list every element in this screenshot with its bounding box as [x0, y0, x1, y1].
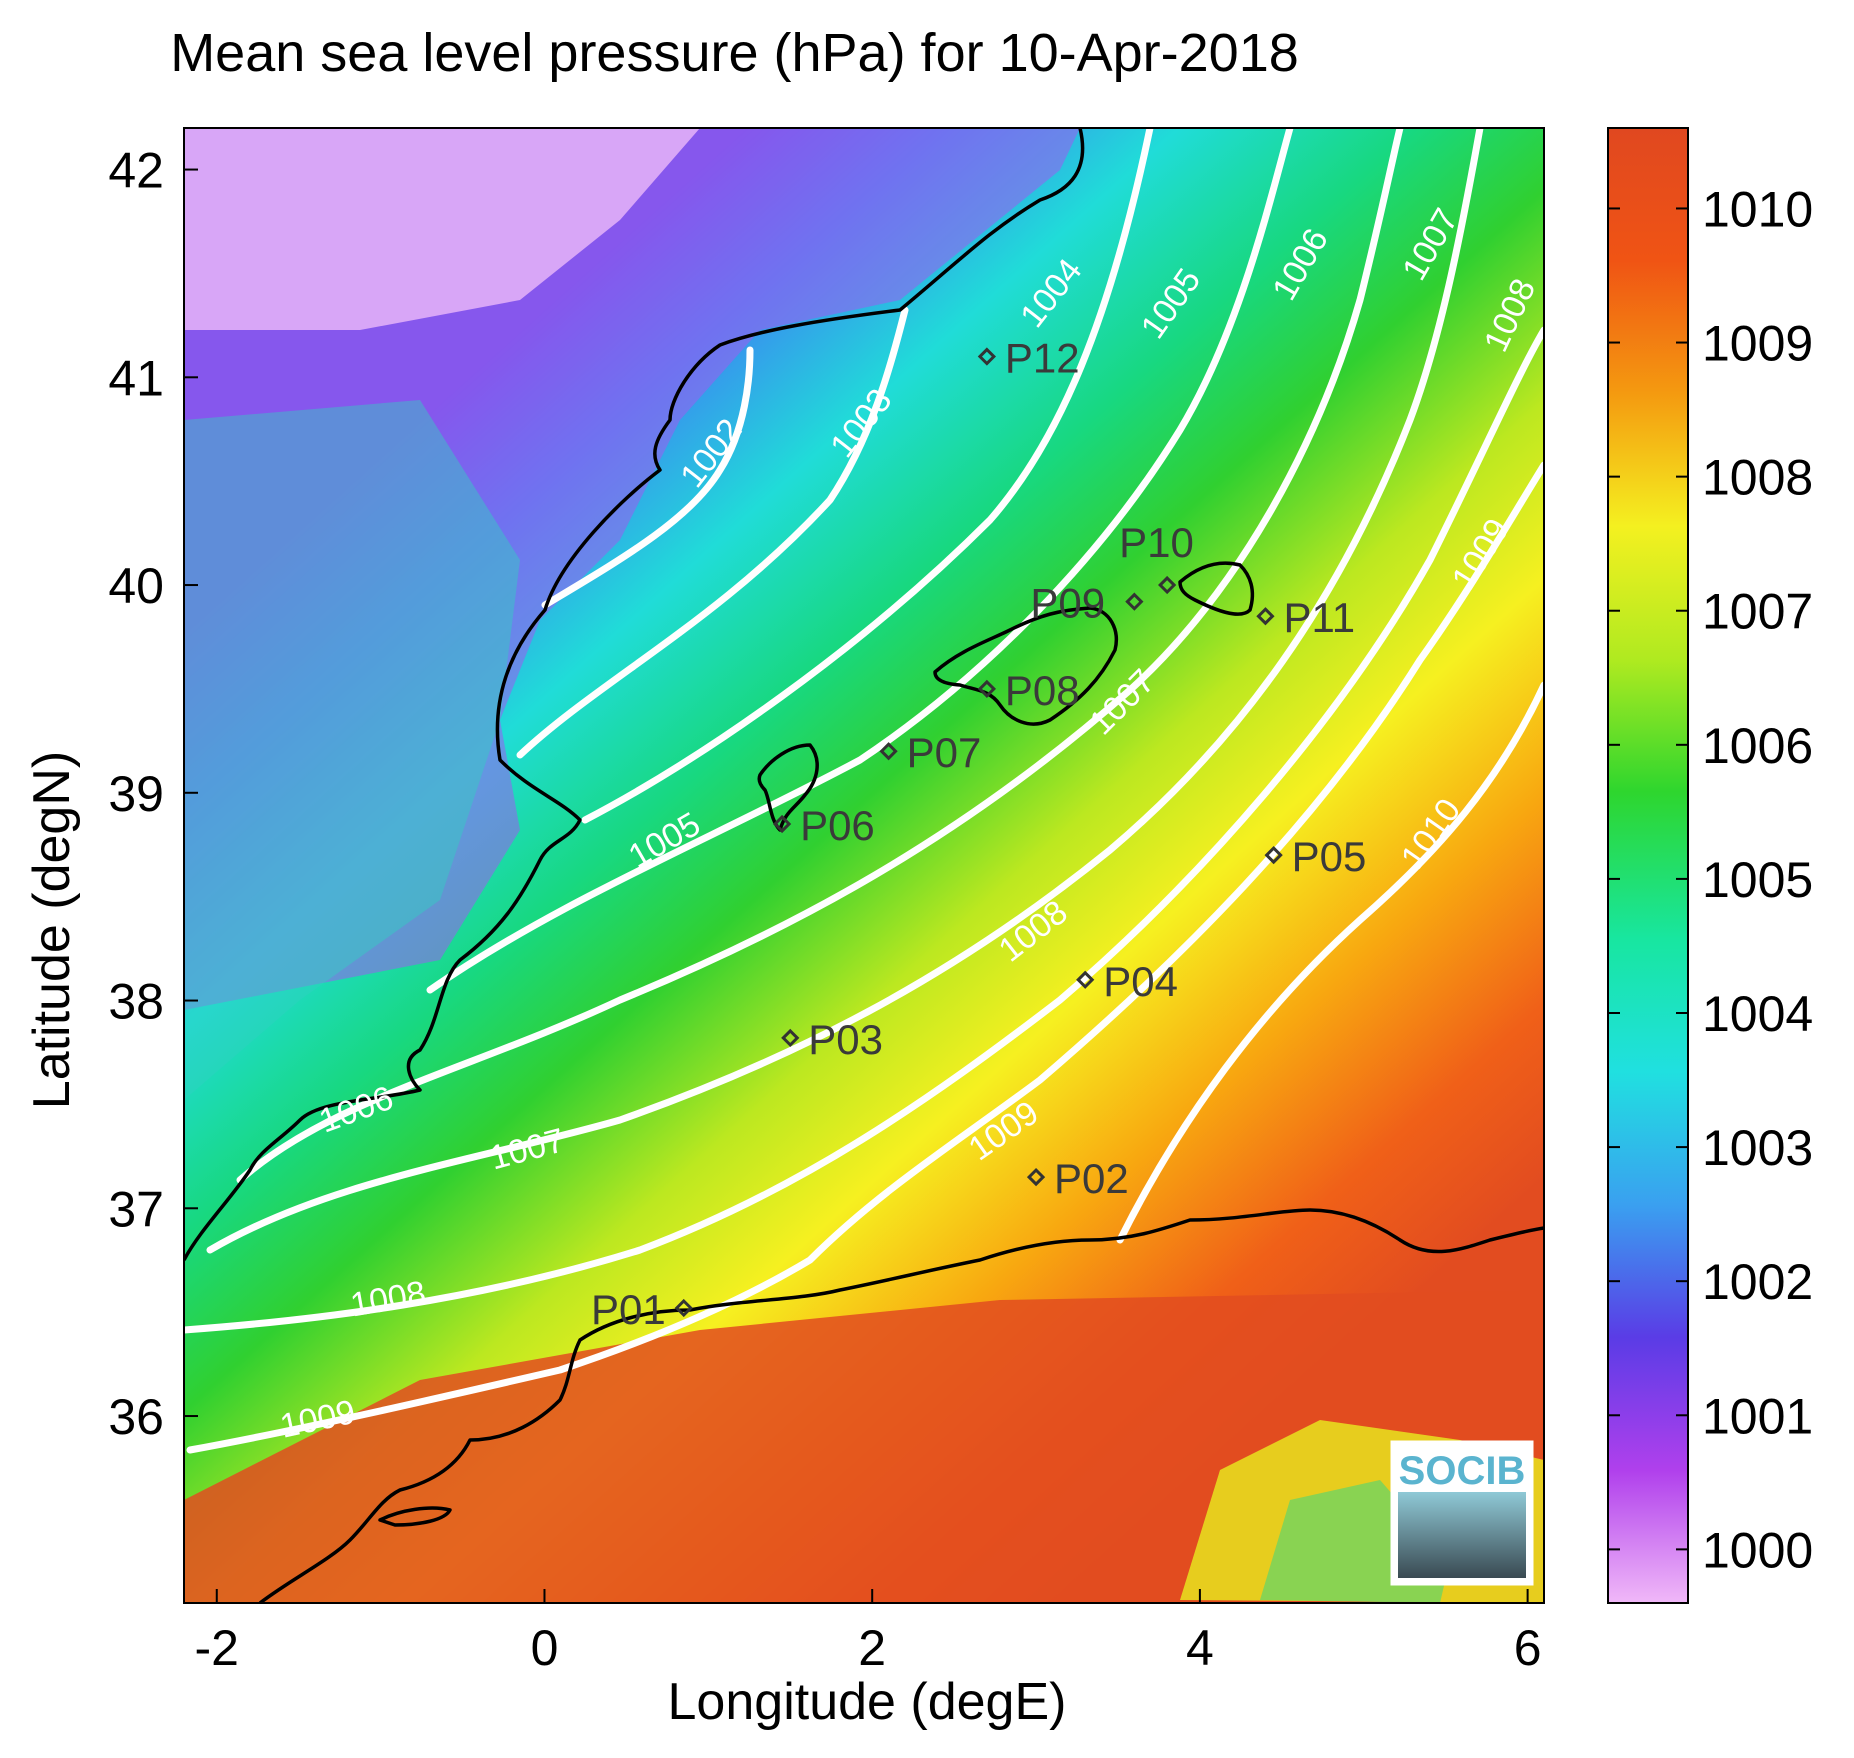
y-tick-label: 42 — [108, 143, 164, 199]
station-marker — [1256, 607, 1275, 626]
station-marker — [1158, 575, 1177, 595]
colorbar-tick-label: 1002 — [1702, 1254, 1813, 1310]
africa-coastline — [258, 1208, 1544, 1603]
x-tick-label: 0 — [531, 1620, 559, 1676]
station-marker — [1026, 1167, 1046, 1187]
y-axis: 36 37 38 39 40 41 42 — [108, 143, 198, 1445]
isobar-1008 — [184, 326, 1544, 1334]
socib-logo-image — [1398, 1492, 1526, 1578]
isobar-1003 — [516, 306, 909, 759]
station-label: P06 — [800, 802, 875, 849]
colorbar-tick-label: 1001 — [1702, 1388, 1813, 1444]
station-label: P01 — [591, 1286, 666, 1333]
x-axis-label: Longitude (degE) — [667, 1673, 1067, 1731]
y-tick-label: 41 — [108, 350, 164, 406]
isobar-1007 — [206, 128, 1484, 1254]
station-label: P10 — [1119, 519, 1194, 566]
isobar-contours — [184, 128, 1544, 1454]
colorbar-tick-label: 1009 — [1702, 316, 1813, 372]
station-marker — [977, 347, 997, 366]
land-texture-region — [184, 400, 520, 1100]
mallorca-coastline — [933, 606, 1118, 726]
isobar-1009 — [186, 461, 1544, 1454]
station-label: P11 — [1283, 594, 1355, 641]
station-marker — [674, 1298, 693, 1318]
colorbar-ticks: 1000 1001 1002 1003 1004 1005 1006 1007 1008 1009… — [1608, 181, 1813, 1578]
iberian-coastline — [184, 128, 1085, 1261]
low-pressure-region — [184, 128, 1080, 1010]
station-label: P05 — [1292, 833, 1367, 880]
colorbar — [1607, 127, 1689, 1604]
station-marker — [1076, 970, 1095, 989]
chart-title: Mean sea level pressure (hPa) for 10-Apr… — [170, 23, 1299, 83]
station-marker — [977, 679, 997, 699]
isobar-1004 — [581, 128, 1154, 824]
station-label: P09 — [1030, 580, 1105, 627]
station-label: P03 — [808, 1016, 883, 1063]
station-marker — [1125, 592, 1144, 611]
colorbar-tick-label: 1007 — [1702, 584, 1813, 640]
colorbar-tick-label: 1003 — [1702, 1120, 1813, 1176]
minimum-pressure-region — [184, 128, 700, 330]
station-label: P02 — [1054, 1155, 1129, 1202]
colorbar-tick-label: 1008 — [1702, 450, 1813, 506]
station-label: P04 — [1103, 958, 1178, 1005]
station-marker — [772, 814, 792, 834]
y-tick-label: 39 — [108, 766, 164, 822]
x-axis: -2 0 2 4 6 — [195, 1589, 1542, 1676]
station-label: P08 — [1005, 667, 1080, 714]
colorbar-tick-label: 1010 — [1702, 181, 1813, 237]
x-tick-label: 4 — [1186, 1620, 1214, 1676]
isobar-1010 — [1116, 681, 1544, 1244]
y-tick-label: 40 — [108, 558, 164, 614]
station-label: P07 — [907, 729, 982, 776]
isobar-1006 — [236, 128, 1404, 1184]
y-tick-label: 38 — [108, 974, 164, 1030]
x-tick-label: -2 — [195, 1620, 239, 1676]
stations: P01 P02 P03 P04 P05 P06 P07 P08 P09 P10 P11 P12 — [591, 335, 1366, 1333]
plot-area: 1002 100310041005100510061006100710071007… — [184, 128, 1544, 1603]
station-label: P12 — [1005, 335, 1080, 382]
coastlines — [184, 128, 1544, 1603]
socib-logo-text: SOCIB — [1399, 1449, 1526, 1493]
station-marker — [781, 1028, 800, 1048]
y-tick-label: 36 — [108, 1389, 164, 1445]
colorbar-tick-label: 1006 — [1702, 718, 1813, 774]
station-marker — [879, 742, 898, 761]
isobar-1005 — [426, 128, 1294, 994]
alboran-island-coastline — [378, 1506, 452, 1527]
isobar-1002 — [541, 346, 754, 609]
colorbar-tick-label: 1000 — [1702, 1522, 1813, 1578]
socib-logo: SOCIB — [1390, 1440, 1534, 1586]
plot-frame — [183, 127, 1545, 1604]
station-marker — [1264, 845, 1283, 865]
x-tick-label: 2 — [858, 1620, 886, 1676]
colorbar-tick-label: 1005 — [1702, 852, 1813, 908]
colorbar-tick-label: 1004 — [1702, 986, 1813, 1042]
ibiza-coastline — [757, 743, 819, 832]
y-tick-label: 37 — [108, 1181, 164, 1237]
x-tick-label: 6 — [1514, 1620, 1542, 1676]
menorca-coastline — [1178, 561, 1255, 616]
